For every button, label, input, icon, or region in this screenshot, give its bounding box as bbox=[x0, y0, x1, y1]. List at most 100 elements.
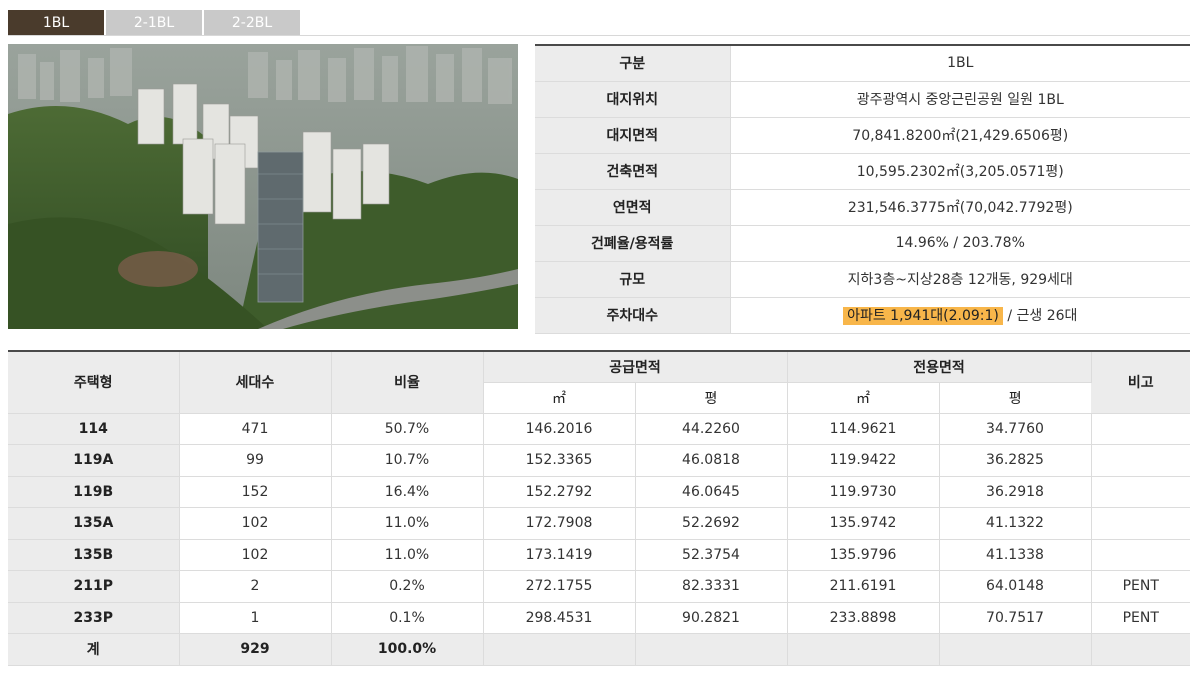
cell-note bbox=[1091, 413, 1190, 445]
cell-type: 119B bbox=[8, 476, 180, 508]
cell-supply-pyeong: 90.2821 bbox=[635, 602, 788, 634]
header-exclusive-sqm: ㎡ bbox=[787, 382, 940, 414]
cell-households: 471 bbox=[179, 413, 332, 445]
total-empty bbox=[787, 633, 940, 666]
cell-supply-sqm: 172.7908 bbox=[483, 507, 636, 540]
cell-type: 233P bbox=[8, 602, 180, 634]
summary-label: 건축면적 bbox=[535, 153, 731, 190]
summary-label: 대지위치 bbox=[535, 81, 731, 118]
cell-supply-sqm: 272.1755 bbox=[483, 570, 636, 603]
total-label: 계 bbox=[8, 633, 180, 666]
summary-value: 14.96% / 203.78% bbox=[730, 225, 1190, 262]
header-type: 주택형 bbox=[8, 350, 180, 414]
cell-note bbox=[1091, 539, 1190, 571]
total-empty bbox=[1091, 633, 1190, 666]
cell-note: PENT bbox=[1091, 602, 1190, 634]
cell-ratio: 16.4% bbox=[331, 476, 484, 508]
summary-value: 광주광역시 중앙근린공원 일원 1BL bbox=[730, 81, 1190, 118]
total-ratio: 100.0% bbox=[331, 633, 484, 666]
total-households: 929 bbox=[179, 633, 332, 666]
cell-supply-pyeong: 46.0645 bbox=[635, 476, 788, 508]
cell-ratio: 0.2% bbox=[331, 570, 484, 603]
total-empty bbox=[939, 633, 1092, 666]
cell-supply-sqm: 152.2792 bbox=[483, 476, 636, 508]
header-exclusive-area: 전용면적 bbox=[787, 350, 1092, 383]
cell-exclusive-pyeong: 36.2918 bbox=[939, 476, 1092, 508]
summary-value: 10,595.2302㎡(3,205.0571평) bbox=[730, 153, 1190, 190]
cell-households: 102 bbox=[179, 539, 332, 571]
cell-note bbox=[1091, 444, 1190, 477]
header-households: 세대수 bbox=[179, 350, 332, 414]
summary-row: 규모 지하3층~지상28층 12개동, 929세대 bbox=[535, 261, 1190, 298]
complex-aerial-rendering bbox=[8, 44, 518, 329]
header-note: 비고 bbox=[1091, 350, 1190, 414]
total-row: 계 929 100.0% bbox=[8, 633, 1190, 666]
table-row: 233P 1 0.1% 298.4531 90.2821 233.8898 70… bbox=[8, 602, 1190, 634]
cell-ratio: 50.7% bbox=[331, 413, 484, 445]
header-exclusive-pyeong: 평 bbox=[939, 382, 1091, 414]
parking-value: 아파트 1,941대(2.09:1) / 근생 26대 bbox=[730, 297, 1190, 334]
summary-value: 231,546.3775㎡(70,042.7792평) bbox=[730, 189, 1190, 226]
header-supply-pyeong: 평 bbox=[635, 382, 788, 414]
cell-exclusive-sqm: 114.9621 bbox=[787, 413, 940, 445]
cell-ratio: 11.0% bbox=[331, 507, 484, 540]
cell-households: 1 bbox=[179, 602, 332, 634]
table-row: 211P 2 0.2% 272.1755 82.3331 211.6191 64… bbox=[8, 570, 1190, 603]
cell-households: 2 bbox=[179, 570, 332, 603]
cell-note bbox=[1091, 476, 1190, 508]
cell-households: 99 bbox=[179, 444, 332, 477]
cell-households: 102 bbox=[179, 507, 332, 540]
table-row: 135B 102 11.0% 173.1419 52.3754 135.9796… bbox=[8, 539, 1190, 571]
summary-value: 1BL bbox=[730, 44, 1190, 82]
summary-label: 건폐율/용적률 bbox=[535, 225, 731, 262]
cell-households: 152 bbox=[179, 476, 332, 508]
tab-2-1bl[interactable]: 2-1BL bbox=[106, 10, 202, 35]
cell-exclusive-pyeong: 41.1322 bbox=[939, 507, 1092, 540]
cell-supply-pyeong: 44.2260 bbox=[635, 413, 788, 445]
cell-supply-pyeong: 52.2692 bbox=[635, 507, 788, 540]
cell-note: PENT bbox=[1091, 570, 1190, 603]
block-tabs: 1BL 2-1BL 2-2BL bbox=[8, 10, 302, 35]
summary-label: 연면적 bbox=[535, 189, 731, 226]
summary-label: 구분 bbox=[535, 44, 731, 82]
summary-row: 건폐율/용적률 14.96% / 203.78% bbox=[535, 225, 1190, 262]
cell-supply-sqm: 298.4531 bbox=[483, 602, 636, 634]
cell-supply-sqm: 173.1419 bbox=[483, 539, 636, 571]
table-row: 119A 99 10.7% 152.3365 46.0818 119.9422 … bbox=[8, 444, 1190, 477]
cell-type: 114 bbox=[8, 413, 180, 445]
cell-type: 135A bbox=[8, 507, 180, 540]
summary-value: 지하3층~지상28층 12개동, 929세대 bbox=[730, 261, 1190, 298]
cell-type: 119A bbox=[8, 444, 180, 477]
cell-supply-pyeong: 82.3331 bbox=[635, 570, 788, 603]
cell-exclusive-sqm: 119.9422 bbox=[787, 444, 940, 477]
site-summary-table: 구분 1BL 대지위치 광주광역시 중앙근린공원 일원 1BL 대지면적 70,… bbox=[535, 44, 1190, 334]
tab-1bl[interactable]: 1BL bbox=[8, 10, 104, 35]
total-empty bbox=[635, 633, 788, 666]
cell-ratio: 0.1% bbox=[331, 602, 484, 634]
cell-exclusive-sqm: 211.6191 bbox=[787, 570, 940, 603]
cell-supply-pyeong: 52.3754 bbox=[635, 539, 788, 571]
cell-type: 135B bbox=[8, 539, 180, 571]
cell-exclusive-pyeong: 34.7760 bbox=[939, 413, 1092, 445]
header-supply-sqm: ㎡ bbox=[483, 382, 636, 414]
header-supply-area: 공급면적 bbox=[483, 350, 788, 383]
cell-exclusive-sqm: 135.9796 bbox=[787, 539, 940, 571]
summary-row: 주차대수 아파트 1,941대(2.09:1) / 근생 26대 bbox=[535, 297, 1190, 334]
cell-exclusive-pyeong: 70.7517 bbox=[939, 602, 1092, 634]
summary-label: 대지면적 bbox=[535, 117, 731, 154]
header-ratio: 비율 bbox=[331, 350, 484, 414]
cell-ratio: 11.0% bbox=[331, 539, 484, 571]
cell-supply-sqm: 152.3365 bbox=[483, 444, 636, 477]
tab-divider bbox=[8, 35, 1190, 36]
parking-highlight: 아파트 1,941대(2.09:1) bbox=[843, 307, 1003, 325]
parking-rest: / 근생 26대 bbox=[1002, 308, 1078, 324]
cell-supply-pyeong: 46.0818 bbox=[635, 444, 788, 477]
cell-supply-sqm: 146.2016 bbox=[483, 413, 636, 445]
summary-label: 규모 bbox=[535, 261, 731, 298]
cell-exclusive-sqm: 233.8898 bbox=[787, 602, 940, 634]
summary-value: 70,841.8200㎡(21,429.6506평) bbox=[730, 117, 1190, 154]
summary-label: 주차대수 bbox=[535, 297, 731, 334]
summary-row: 건축면적 10,595.2302㎡(3,205.0571평) bbox=[535, 153, 1190, 190]
tab-2-2bl[interactable]: 2-2BL bbox=[204, 10, 300, 35]
cell-exclusive-pyeong: 41.1338 bbox=[939, 539, 1092, 571]
